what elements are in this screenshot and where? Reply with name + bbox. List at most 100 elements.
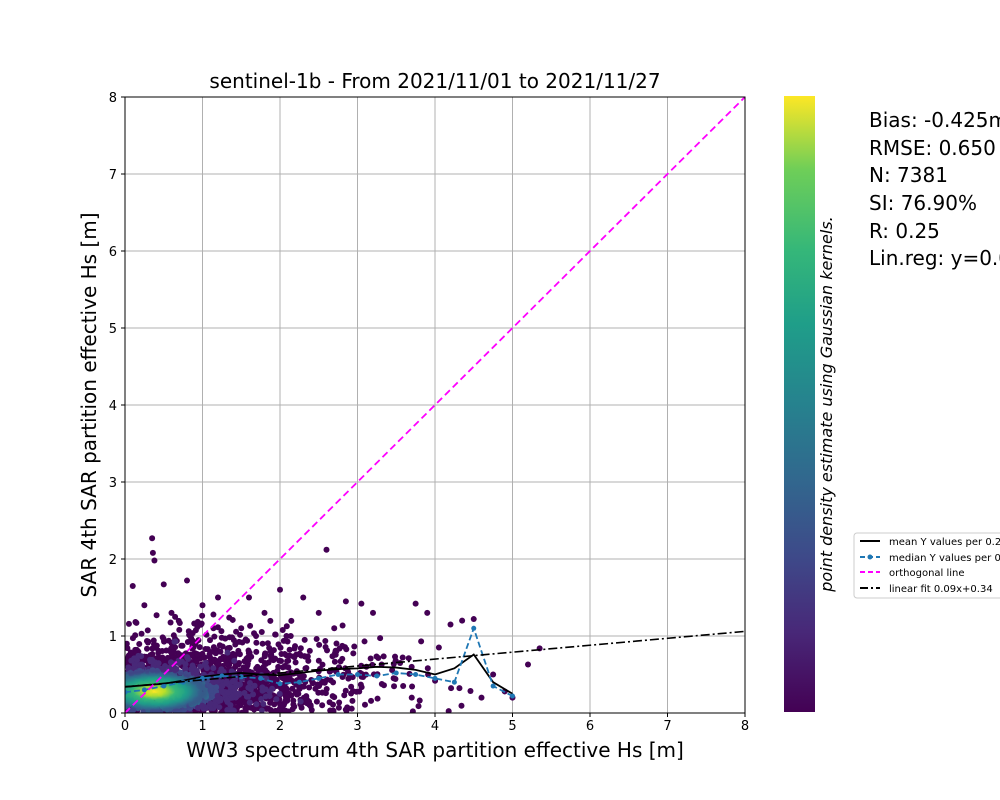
outlier-point xyxy=(447,621,454,628)
median-marker xyxy=(413,672,419,677)
density-point xyxy=(172,638,179,645)
median-marker xyxy=(490,683,496,689)
density-point xyxy=(210,644,217,651)
stat-n: N: 7381 xyxy=(869,163,948,187)
density-point xyxy=(218,709,225,713)
density-point xyxy=(351,643,358,650)
density-point xyxy=(292,659,299,666)
density-point xyxy=(389,667,396,674)
density-point xyxy=(138,630,145,637)
colorbar xyxy=(784,96,815,712)
density-point xyxy=(348,690,355,697)
density-point xyxy=(173,666,180,673)
density-point xyxy=(258,707,265,713)
y-tick-label: 6 xyxy=(109,245,117,260)
density-point xyxy=(212,702,219,709)
density-point xyxy=(125,640,130,647)
density-point xyxy=(377,635,384,642)
density-point xyxy=(253,701,260,708)
density-point xyxy=(295,690,302,697)
outlier-point xyxy=(459,617,466,624)
density-point xyxy=(298,683,305,690)
density-point xyxy=(356,688,363,695)
density-point xyxy=(253,648,260,655)
density-point xyxy=(331,694,338,701)
density-point xyxy=(266,693,273,700)
density-point xyxy=(153,612,160,619)
density-point xyxy=(263,705,270,712)
y-axis-label: SAR 4th SAR partition effective Hs [m] xyxy=(77,212,101,597)
outlier-point xyxy=(525,661,531,668)
density-point xyxy=(329,653,336,660)
density-point xyxy=(292,643,299,650)
y-tick-label: 0 xyxy=(109,707,117,722)
density-point xyxy=(283,633,290,640)
density-point xyxy=(127,649,134,656)
density-point xyxy=(333,640,340,647)
density-point xyxy=(319,702,326,709)
density-point xyxy=(415,703,422,710)
median-marker xyxy=(277,681,283,687)
density-point xyxy=(217,655,224,662)
density-point xyxy=(361,638,368,645)
density-point xyxy=(380,653,387,660)
density-point xyxy=(367,655,374,662)
density-point xyxy=(406,670,413,677)
density-point xyxy=(176,620,183,627)
median-marker xyxy=(316,675,322,681)
density-point xyxy=(172,613,179,620)
outlier-point xyxy=(149,535,156,542)
density-point xyxy=(155,660,162,667)
median-marker xyxy=(393,670,399,676)
density-point xyxy=(361,701,368,708)
density-point xyxy=(144,639,151,646)
x-axis-label: WW3 spectrum 4th SAR partition effective… xyxy=(186,738,684,762)
stat-rmse: RMSE: 0.650 xyxy=(869,136,996,160)
density-point xyxy=(405,655,412,662)
density-point xyxy=(368,697,375,704)
density-point xyxy=(240,664,247,671)
outlier-point xyxy=(277,586,283,593)
outlier-point xyxy=(215,594,221,601)
density-point xyxy=(302,653,309,660)
orthogonal-line xyxy=(125,97,745,713)
density-point xyxy=(210,665,217,672)
outlier-point xyxy=(261,609,268,616)
x-tick-label: 5 xyxy=(508,719,516,734)
y-tick-label: 8 xyxy=(109,91,117,106)
density-point xyxy=(281,650,288,657)
density-point xyxy=(207,637,214,644)
density-point xyxy=(202,645,209,652)
density-point xyxy=(223,660,230,667)
density-point xyxy=(231,685,238,692)
density-point xyxy=(273,676,280,683)
median-marker xyxy=(374,673,380,679)
median-marker xyxy=(125,689,128,695)
density-point xyxy=(218,634,225,641)
density-point xyxy=(289,685,296,692)
density-point xyxy=(168,645,175,652)
density-point xyxy=(193,671,200,678)
density-point xyxy=(176,626,183,633)
density-point xyxy=(207,700,214,707)
density-point xyxy=(418,638,425,645)
density-point xyxy=(163,647,170,654)
density-point xyxy=(251,630,258,637)
density-point xyxy=(276,657,283,664)
density-point xyxy=(345,675,352,682)
median-marker xyxy=(335,672,341,677)
density-point xyxy=(335,704,342,711)
x-tick-label: 7 xyxy=(663,719,671,734)
outlier-point xyxy=(160,581,167,588)
density-point xyxy=(185,655,192,662)
density-point xyxy=(149,657,156,664)
density-point xyxy=(286,646,293,653)
density-point xyxy=(192,627,199,634)
density-point xyxy=(125,645,131,652)
outlier-point xyxy=(342,598,349,605)
density-point xyxy=(136,641,143,648)
density-point xyxy=(304,696,311,703)
stats-block: Bias: -0.425m RMSE: 0.650 N: 7381 SI: 76… xyxy=(869,108,1000,270)
density-point xyxy=(258,629,265,636)
outlier-point xyxy=(238,625,245,632)
